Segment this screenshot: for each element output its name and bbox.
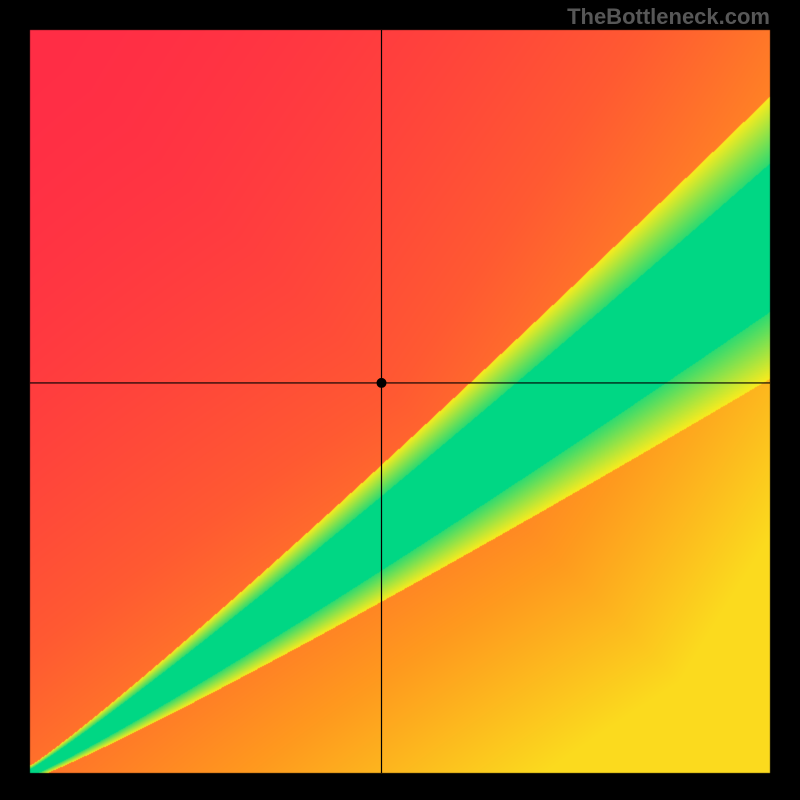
watermark-text: TheBottleneck.com xyxy=(567,4,770,30)
chart-container: TheBottleneck.com xyxy=(0,0,800,800)
crosshair-marker xyxy=(377,378,387,388)
crosshair-overlay xyxy=(0,0,800,800)
